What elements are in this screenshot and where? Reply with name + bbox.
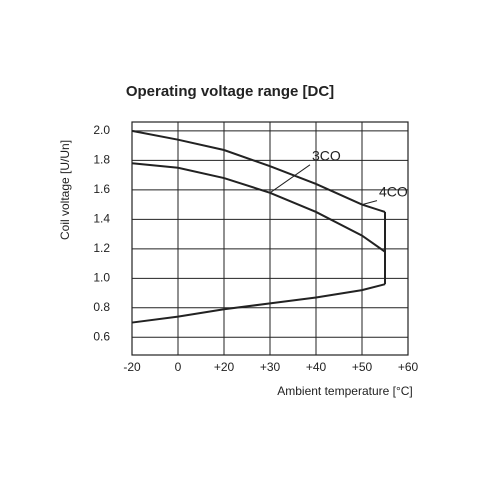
y-tick-label: 1.8 bbox=[93, 153, 110, 167]
x-tick-label: +20 bbox=[214, 360, 235, 374]
y-tick-label: 0.6 bbox=[93, 329, 110, 343]
x-tick-label: +30 bbox=[260, 360, 281, 374]
x-tick-label: +50 bbox=[352, 360, 373, 374]
y-tick-label: 1.6 bbox=[93, 182, 110, 196]
annotation-leader bbox=[269, 164, 311, 194]
x-axis-label: Ambient temperature [°C] bbox=[277, 384, 413, 398]
line-series bbox=[131, 162, 386, 253]
y-tick-label: 1.2 bbox=[93, 241, 110, 255]
x-tick-label: +40 bbox=[306, 360, 327, 374]
chart-title: Operating voltage range [DC] bbox=[126, 83, 334, 100]
line-series bbox=[131, 129, 386, 213]
y-tick-label: 1.4 bbox=[93, 212, 110, 226]
y-axis-label: Coil voltage [U/Un] bbox=[58, 140, 72, 240]
series-label: 3CO bbox=[312, 147, 341, 163]
x-tick-label: +60 bbox=[398, 360, 419, 374]
y-tick-label: 1.0 bbox=[93, 270, 110, 284]
annotation-leader bbox=[361, 200, 378, 206]
y-tick-label: 0.8 bbox=[93, 300, 110, 314]
x-tick-label: 0 bbox=[175, 360, 182, 374]
y-tick-label: 2.0 bbox=[93, 123, 110, 137]
x-tick-label: -20 bbox=[123, 360, 141, 374]
series-label: 4CO bbox=[379, 183, 408, 199]
line-series bbox=[131, 283, 386, 324]
